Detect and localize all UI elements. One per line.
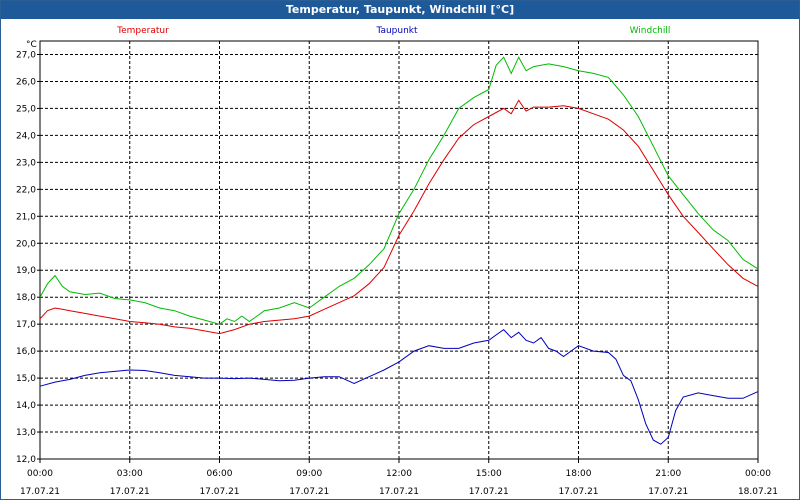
y-tick-label: 14,0 xyxy=(16,401,36,411)
x-tick-date-label: 17.07.21 xyxy=(20,487,60,497)
plot-frame xyxy=(39,40,759,460)
y-tick-labels: 12,0 13,0 14,0 15,0 16,0 17,0 18,0 19,0 20,0 21,0… xyxy=(16,50,36,465)
y-tick-label: 12,0 xyxy=(16,455,36,465)
y-tick-label: 18,0 xyxy=(16,293,36,303)
x-tick-time-label: 12:00 xyxy=(386,469,412,479)
y-tick-label: 25,0 xyxy=(16,104,36,114)
x-tick-time-label: 15:00 xyxy=(476,469,502,479)
y-tick-label: 27,0 xyxy=(16,50,36,60)
x-tick-date-label: 17.07.21 xyxy=(289,487,329,497)
grid xyxy=(39,41,759,460)
legend-temperatur: Temperatur xyxy=(116,26,169,36)
x-tick-date-label: 17.07.21 xyxy=(558,487,598,497)
y-tick-label: 22,0 xyxy=(16,185,36,195)
y-tick-label: 21,0 xyxy=(16,212,36,222)
legend-taupunkt: Taupunkt xyxy=(375,26,418,36)
y-tick-label: 13,0 xyxy=(16,428,36,438)
x-tick-time-label: 06:00 xyxy=(207,469,233,479)
y-tick-label: 15,0 xyxy=(16,374,36,384)
x-tick-date-label: 18.07.21 xyxy=(738,487,778,497)
x-tick-time-label: 00:00 xyxy=(27,469,53,479)
y-tick-label: 26,0 xyxy=(16,77,36,87)
x-tick-time-label: 00:00 xyxy=(745,469,771,479)
y-tick-label: 23,0 xyxy=(16,158,36,168)
y-tick-label: 16,0 xyxy=(16,347,36,357)
x-tick-date-label: 17.07.21 xyxy=(379,487,419,497)
series-lines xyxy=(39,56,759,445)
x-tick-date-label: 17.07.21 xyxy=(469,487,509,497)
legend: Temperatur Taupunkt Windchill xyxy=(116,26,670,36)
x-tick-date-label: 17.07.21 xyxy=(648,487,688,497)
y-tick-label: 17,0 xyxy=(16,320,36,330)
x-tick-time-label: 18:00 xyxy=(566,469,592,479)
x-tick-date-label: 17.07.21 xyxy=(199,487,239,497)
y-tick-label: 19,0 xyxy=(16,266,36,276)
legend-windchill: Windchill xyxy=(630,26,671,36)
series-line-taupunkt xyxy=(39,328,759,445)
x-tick-date-label: 17.07.21 xyxy=(110,487,150,497)
y-tick-label: 24,0 xyxy=(16,131,36,141)
x-tick-time-label: 03:00 xyxy=(117,469,143,479)
series-line-windchill xyxy=(39,56,759,325)
x-tick-time-label: 21:00 xyxy=(655,469,681,479)
window-title: Temperatur, Taupunkt, Windchill [°C] xyxy=(1,1,799,19)
axes xyxy=(37,40,759,463)
series-line-temperatur xyxy=(39,99,759,335)
x-tick-time-label: 09:00 xyxy=(296,469,322,479)
x-tick-labels: 00:00 17.07.21 03:00 17.07.21 06:00 17.07.21 0… xyxy=(20,469,778,497)
y-axis-unit-label: °C xyxy=(26,40,37,50)
y-tick-label: 20,0 xyxy=(16,239,36,249)
